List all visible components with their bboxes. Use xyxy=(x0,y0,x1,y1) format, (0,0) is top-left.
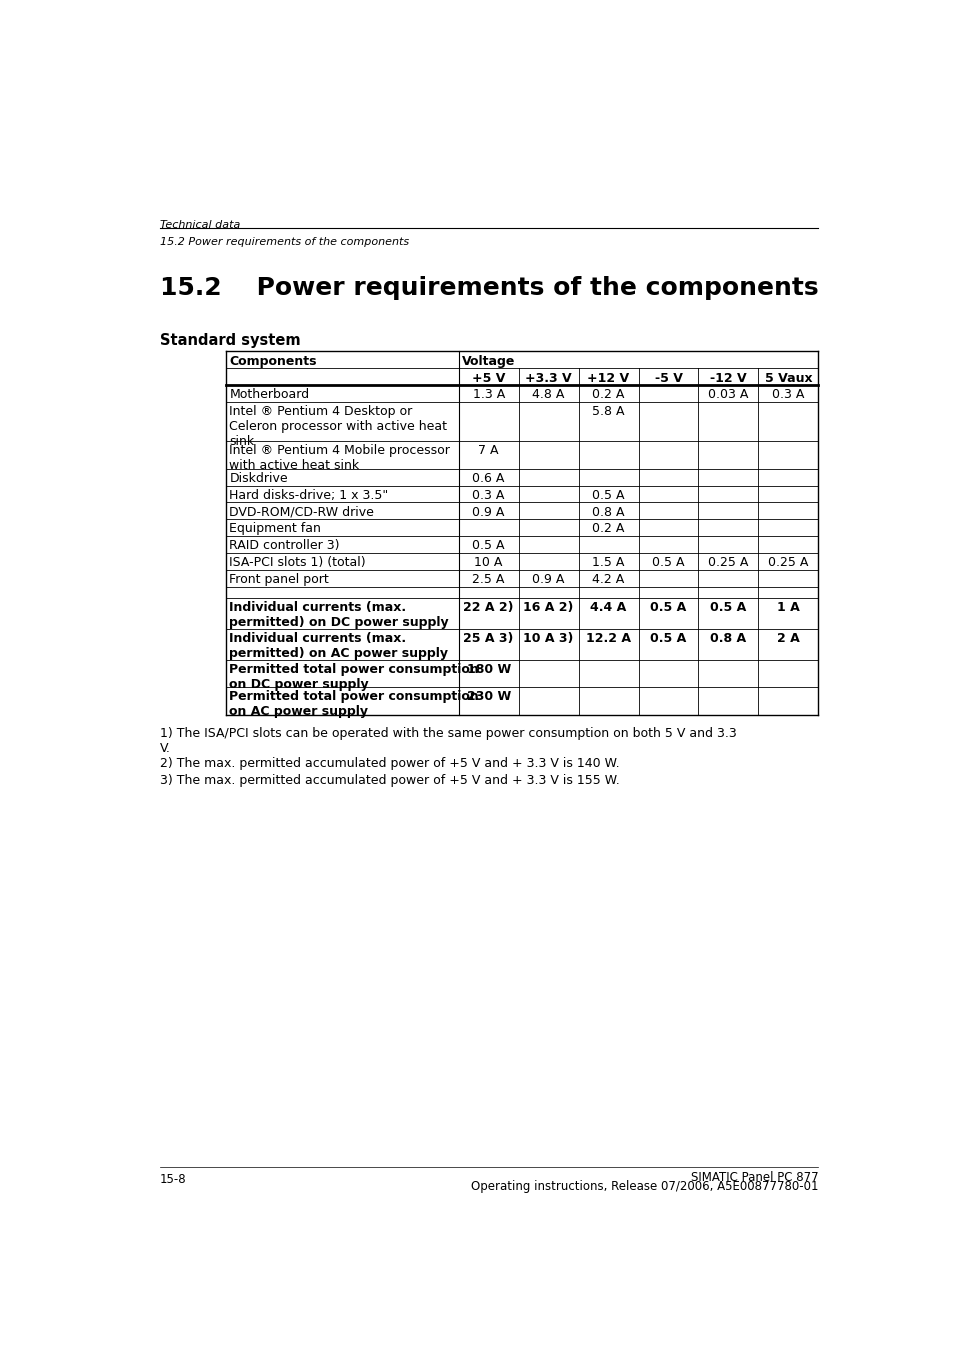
Text: Components: Components xyxy=(229,354,316,367)
Text: RAID controller 3): RAID controller 3) xyxy=(229,539,339,553)
Text: 12.2 A: 12.2 A xyxy=(585,632,630,644)
Text: Permitted total power consumption
on DC power supply: Permitted total power consumption on DC … xyxy=(229,662,478,690)
Text: 25 A 3): 25 A 3) xyxy=(463,632,514,644)
Text: 0.3 A: 0.3 A xyxy=(771,389,803,401)
Text: 3) The max. permitted accumulated power of +5 V and + 3.3 V is 155 W.: 3) The max. permitted accumulated power … xyxy=(159,774,618,788)
Text: 4.2 A: 4.2 A xyxy=(592,573,624,586)
Text: Equipment fan: Equipment fan xyxy=(229,523,321,535)
Text: 1.3 A: 1.3 A xyxy=(472,389,504,401)
Text: 0.5 A: 0.5 A xyxy=(710,601,746,613)
Text: 22 A 2): 22 A 2) xyxy=(463,601,514,613)
Text: 0.5 A: 0.5 A xyxy=(652,557,684,569)
Text: Standard system: Standard system xyxy=(159,334,300,349)
Text: 1.5 A: 1.5 A xyxy=(592,557,624,569)
Text: 4.8 A: 4.8 A xyxy=(532,389,564,401)
Text: 0.9 A: 0.9 A xyxy=(472,505,504,519)
Text: 15-8: 15-8 xyxy=(159,1173,186,1186)
Text: Individual currents (max.
permitted) on DC power supply: Individual currents (max. permitted) on … xyxy=(229,601,449,630)
Text: 15.2    Power requirements of the components: 15.2 Power requirements of the component… xyxy=(159,276,818,300)
Text: +3.3 V: +3.3 V xyxy=(525,372,571,385)
Text: Voltage: Voltage xyxy=(461,354,515,367)
Text: Operating instructions, Release 07/2006, A5E00877780-01: Operating instructions, Release 07/2006,… xyxy=(471,1179,818,1193)
Text: 0.25 A: 0.25 A xyxy=(767,557,808,569)
Text: 5.8 A: 5.8 A xyxy=(592,405,624,419)
Text: +5 V: +5 V xyxy=(472,372,505,385)
Text: 0.6 A: 0.6 A xyxy=(472,471,504,485)
Text: 15.2 Power requirements of the components: 15.2 Power requirements of the component… xyxy=(159,236,408,247)
Text: ISA-PCI slots 1) (total): ISA-PCI slots 1) (total) xyxy=(229,557,366,569)
Text: Diskdrive: Diskdrive xyxy=(229,471,288,485)
Text: Motherboard: Motherboard xyxy=(229,389,309,401)
Text: 2.5 A: 2.5 A xyxy=(472,573,504,586)
Text: Technical data: Technical data xyxy=(159,220,239,230)
Text: 5 Vaux: 5 Vaux xyxy=(763,372,811,385)
Text: +12 V: +12 V xyxy=(587,372,629,385)
Text: 2 A: 2 A xyxy=(776,632,799,644)
Text: 2) The max. permitted accumulated power of +5 V and + 3.3 V is 140 W.: 2) The max. permitted accumulated power … xyxy=(159,757,618,770)
Text: 0.8 A: 0.8 A xyxy=(710,632,745,644)
Text: Intel ® Pentium 4 Mobile processor
with active heat sink: Intel ® Pentium 4 Mobile processor with … xyxy=(229,444,450,471)
Text: 0.9 A: 0.9 A xyxy=(532,573,564,586)
Text: 0.5 A: 0.5 A xyxy=(650,601,686,613)
Text: Permitted total power consumption
on AC power supply: Permitted total power consumption on AC … xyxy=(229,690,478,719)
Text: 0.5 A: 0.5 A xyxy=(650,632,686,644)
Text: -12 V: -12 V xyxy=(709,372,746,385)
Text: Front panel port: Front panel port xyxy=(229,573,329,586)
Text: 0.5 A: 0.5 A xyxy=(592,489,624,501)
Text: 0.25 A: 0.25 A xyxy=(707,557,748,569)
Text: 0.03 A: 0.03 A xyxy=(707,389,748,401)
Text: -5 V: -5 V xyxy=(654,372,681,385)
Text: 180 W: 180 W xyxy=(466,662,510,676)
Text: 0.2 A: 0.2 A xyxy=(592,523,624,535)
Text: 0.5 A: 0.5 A xyxy=(472,539,504,553)
Text: 10 A 3): 10 A 3) xyxy=(523,632,573,644)
Text: 1 A: 1 A xyxy=(776,601,799,613)
Text: Individual currents (max.
permitted) on AC power supply: Individual currents (max. permitted) on … xyxy=(229,632,448,659)
Text: 0.3 A: 0.3 A xyxy=(472,489,504,501)
Text: 0.2 A: 0.2 A xyxy=(592,389,624,401)
Text: 7 A: 7 A xyxy=(477,444,498,457)
Text: 4.4 A: 4.4 A xyxy=(590,601,626,613)
Text: 16 A 2): 16 A 2) xyxy=(523,601,573,613)
Text: 1) The ISA/PCI slots can be operated with the same power consumption on both 5 V: 1) The ISA/PCI slots can be operated wit… xyxy=(159,727,736,755)
Text: SIMATIC Panel PC 877: SIMATIC Panel PC 877 xyxy=(690,1171,818,1183)
Text: Hard disks-drive; 1 x 3.5": Hard disks-drive; 1 x 3.5" xyxy=(229,489,388,501)
Text: 0.8 A: 0.8 A xyxy=(592,505,624,519)
Text: DVD-ROM/CD-RW drive: DVD-ROM/CD-RW drive xyxy=(229,505,374,519)
Text: Intel ® Pentium 4 Desktop or
Celeron processor with active heat
sink: Intel ® Pentium 4 Desktop or Celeron pro… xyxy=(229,405,447,449)
Text: 10 A: 10 A xyxy=(474,557,502,569)
Text: 230 W: 230 W xyxy=(466,690,510,704)
